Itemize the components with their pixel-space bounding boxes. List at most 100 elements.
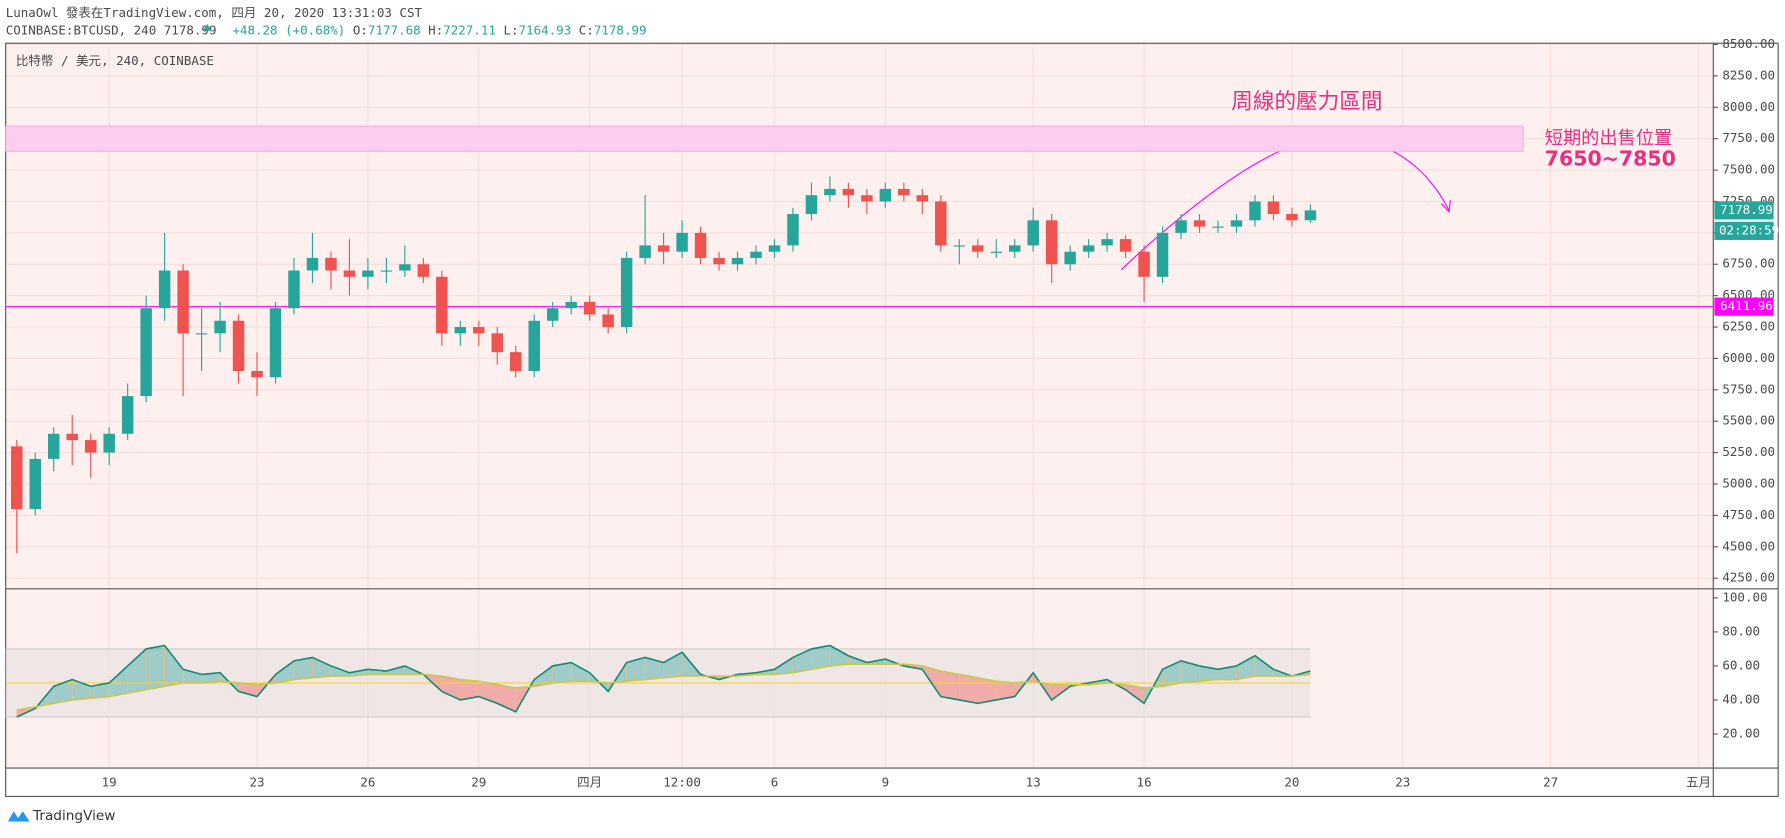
candle-body bbox=[306, 257, 319, 271]
candle-body bbox=[436, 276, 448, 334]
candle-body bbox=[916, 195, 929, 202]
candle-body bbox=[639, 245, 651, 258]
price-pane bbox=[5, 43, 1714, 589]
candle-body bbox=[158, 270, 171, 309]
candle-body bbox=[750, 251, 762, 258]
candle-body bbox=[1027, 220, 1039, 246]
candle-body bbox=[565, 301, 577, 309]
candle-body bbox=[768, 245, 781, 252]
y-tick-label: 4500.00 bbox=[1722, 538, 1775, 553]
y-tick-label: 100.00 bbox=[1722, 589, 1767, 604]
low: 7164.93 bbox=[519, 22, 572, 37]
candle-body bbox=[1138, 251, 1150, 277]
footer: TradingView bbox=[32, 808, 115, 824]
l-label: L: bbox=[503, 22, 518, 37]
candle-body bbox=[195, 333, 208, 335]
candle-body bbox=[288, 270, 300, 309]
candle-body bbox=[1193, 220, 1206, 227]
fill-area bbox=[940, 670, 960, 701]
y-tick-label: 8000.00 bbox=[1722, 99, 1775, 114]
candle-body bbox=[214, 320, 226, 334]
last-price-label: 7178.99 bbox=[1720, 202, 1773, 217]
oscillator-line bbox=[16, 644, 1311, 718]
candle-body bbox=[657, 245, 670, 252]
candle-body bbox=[325, 257, 337, 271]
x-tick-label: 13 bbox=[1026, 774, 1041, 789]
candle-body bbox=[380, 270, 393, 272]
header-ohlc: COINBASE:BTCUSD, 240 7178.99 +48.28 (+0.6… bbox=[6, 22, 647, 37]
x-tick-label: 9 bbox=[882, 774, 890, 789]
x-tick-label: 23 bbox=[1395, 774, 1410, 789]
candle-body bbox=[454, 327, 467, 334]
last-price-box bbox=[1714, 201, 1774, 220]
y-tick-label: 6250.00 bbox=[1722, 319, 1775, 334]
candle-body bbox=[546, 308, 559, 321]
countdown-label: 02:28:59 bbox=[1719, 222, 1779, 237]
candle-body bbox=[343, 270, 356, 277]
candle-body bbox=[11, 446, 23, 510]
candle-body bbox=[84, 440, 97, 453]
countdown-box bbox=[1714, 221, 1774, 240]
c-label: C: bbox=[579, 22, 594, 37]
x-tick-label: 20 bbox=[1284, 774, 1299, 789]
sell-title: 短期的出售位置 bbox=[1545, 128, 1672, 149]
h-label: H: bbox=[428, 22, 443, 37]
fill-area bbox=[977, 677, 997, 704]
arrow-head bbox=[1440, 200, 1451, 213]
x-tick-label: 16 bbox=[1137, 774, 1152, 789]
sell-range: 7650~7850 bbox=[1545, 146, 1676, 170]
candle-body bbox=[1082, 245, 1095, 252]
candle-body bbox=[121, 396, 134, 434]
y-tick-label: 5000.00 bbox=[1722, 476, 1775, 491]
oscillator-line bbox=[16, 663, 1311, 711]
candle-body bbox=[787, 214, 799, 246]
y-tick-label: 80.00 bbox=[1722, 623, 1760, 638]
symbol: COINBASE:BTCUSD, 240 bbox=[6, 22, 157, 37]
x-tick-label: 29 bbox=[471, 774, 486, 789]
candle-body bbox=[1249, 201, 1261, 221]
frame bbox=[5, 42, 1779, 798]
x-tick-label: 6 bbox=[771, 774, 779, 789]
candle-body bbox=[731, 257, 744, 265]
candle-body bbox=[990, 251, 1002, 253]
high: 7227.11 bbox=[443, 22, 496, 37]
candle-body bbox=[972, 245, 984, 252]
header-last: 7178.99 bbox=[164, 22, 217, 37]
y-tick-label: 20.00 bbox=[1722, 725, 1760, 740]
x-tick-label: 12:00 bbox=[663, 774, 701, 789]
resistance-zone bbox=[5, 125, 1524, 152]
zone-title: 周線的壓力區間 bbox=[1231, 89, 1382, 114]
open: 7177.68 bbox=[368, 22, 421, 37]
candle-body bbox=[510, 352, 522, 371]
candle-body bbox=[1045, 220, 1058, 265]
candle-body bbox=[1304, 210, 1317, 221]
x-tick-label: 19 bbox=[102, 774, 117, 789]
candle-body bbox=[1101, 239, 1113, 246]
candle-body bbox=[583, 301, 596, 315]
y-tick-label: 5500.00 bbox=[1722, 413, 1775, 428]
candle-body bbox=[140, 308, 152, 397]
candle-body bbox=[251, 370, 263, 378]
logo bbox=[7, 811, 30, 822]
change: +48.28 (+0.68%) bbox=[232, 22, 345, 37]
y-tick-label: 5250.00 bbox=[1722, 444, 1775, 459]
candle-body bbox=[602, 314, 614, 328]
candle-body bbox=[842, 188, 855, 196]
candle-body bbox=[66, 433, 78, 441]
candle-body bbox=[1267, 201, 1280, 215]
candle-body bbox=[898, 188, 910, 196]
candle-body bbox=[1175, 220, 1187, 233]
candle-body bbox=[953, 245, 966, 247]
candle-body bbox=[269, 308, 282, 378]
candle-body bbox=[48, 433, 60, 459]
x-tick-label: 23 bbox=[249, 774, 264, 789]
hline-label: 6411.96 bbox=[1720, 298, 1773, 313]
candle-body bbox=[879, 188, 892, 202]
header-line: LunaOwl 發表在TradingView.com, 四月 20, 2020 … bbox=[6, 5, 423, 20]
candle-body bbox=[694, 232, 707, 258]
candle-body bbox=[620, 257, 633, 328]
candle-body bbox=[1230, 220, 1243, 227]
candle-body bbox=[29, 458, 41, 510]
o-label: O: bbox=[353, 22, 368, 37]
